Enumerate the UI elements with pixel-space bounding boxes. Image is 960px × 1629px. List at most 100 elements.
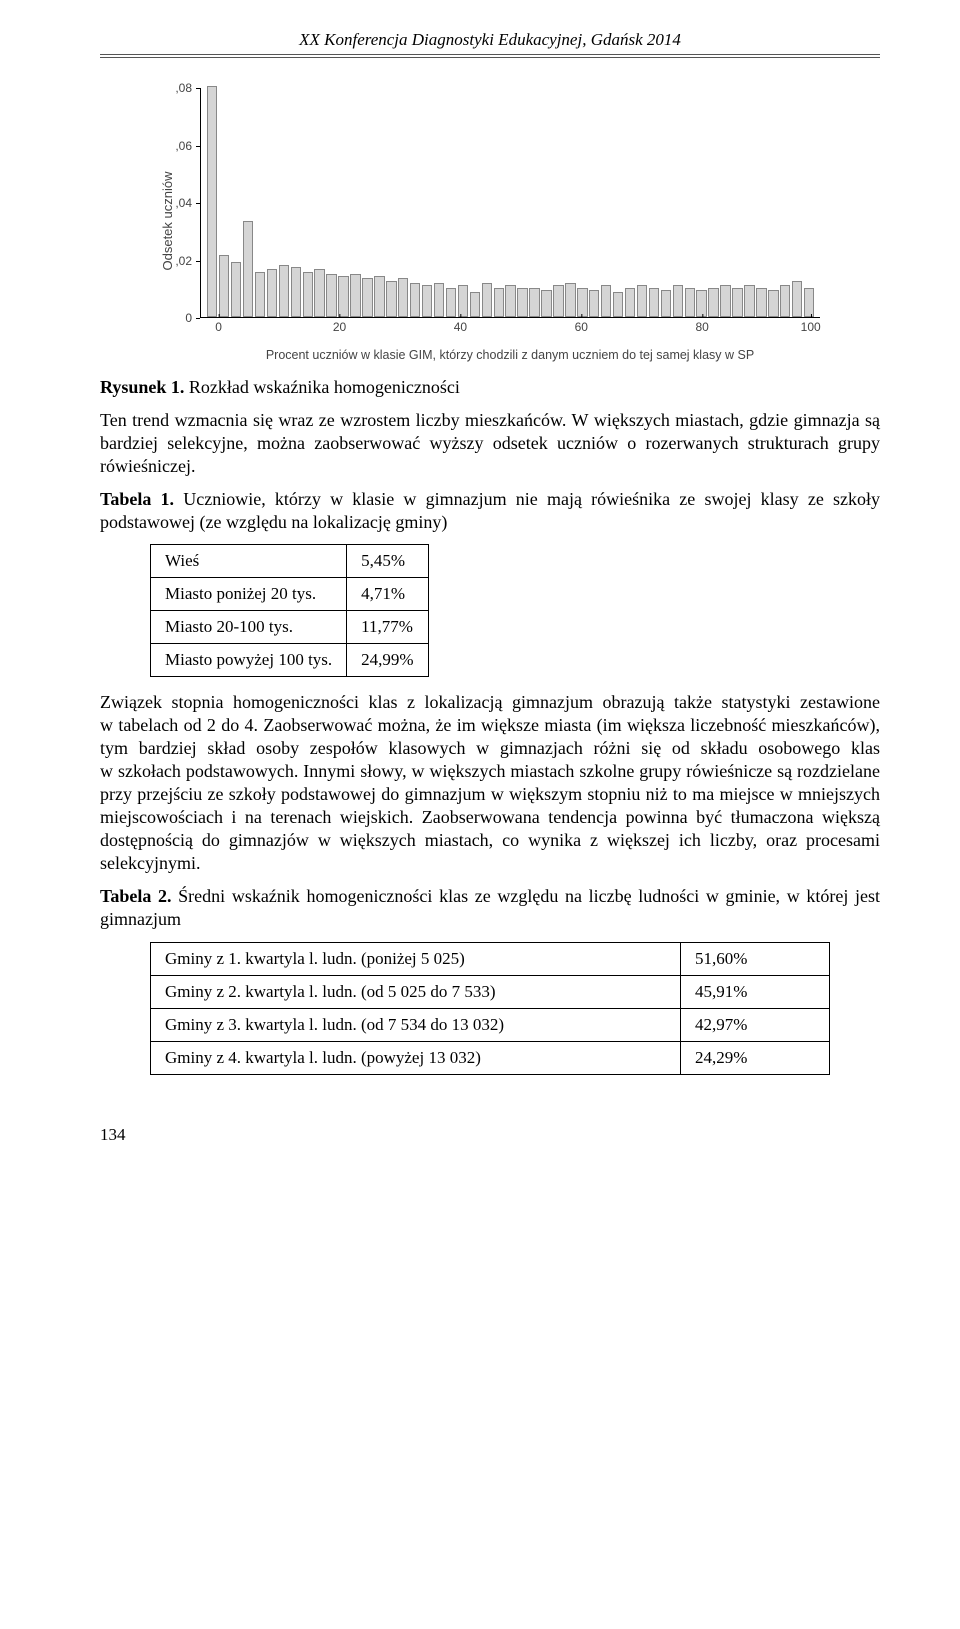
bar <box>589 290 599 317</box>
table1-caption-prefix: Tabela 1. <box>100 489 174 509</box>
x-tick: 60 <box>575 320 588 334</box>
bar <box>231 262 241 317</box>
cell-value: 11,77% <box>347 611 428 644</box>
x-axis-label: Procent uczniów w klasie GIM, którzy cho… <box>200 348 820 362</box>
bar <box>482 283 492 317</box>
bar <box>505 285 515 317</box>
x-tick: 0 <box>215 320 222 334</box>
figure-caption-prefix: Rysunek 1. <box>100 377 184 397</box>
table2-caption-prefix: Tabela 2. <box>100 886 172 906</box>
cell-label: Gminy z 4. kwartyla l. ludn. (powyżej 13… <box>151 1041 681 1074</box>
x-axis-ticks: 0 20 40 60 80 100 <box>200 320 820 338</box>
cell-label: Gminy z 1. kwartyla l. ludn. (poniżej 5 … <box>151 942 681 975</box>
bar <box>410 283 420 317</box>
bar <box>267 269 277 317</box>
cell-value: 5,45% <box>347 545 428 578</box>
bar <box>768 290 778 317</box>
x-tick: 100 <box>801 320 821 334</box>
cell-label: Gminy z 2. kwartyla l. ludn. (od 5 025 d… <box>151 975 681 1008</box>
bar <box>625 288 635 317</box>
y-tick: ,06 <box>175 139 192 153</box>
paragraph-1: Ten trend wzmacnia się wraz ze wzrostem … <box>100 409 880 478</box>
cell-value: 24,29% <box>681 1041 830 1074</box>
table2-caption-text: Średni wskaźnik homogeniczności klas ze … <box>100 886 880 929</box>
bar <box>434 283 444 317</box>
bar <box>398 278 408 317</box>
x-tick: 40 <box>454 320 467 334</box>
bar <box>792 281 802 317</box>
bar <box>577 288 587 317</box>
bar <box>494 288 504 317</box>
x-tick: 20 <box>333 320 346 334</box>
cell-label: Miasto 20-100 tys. <box>151 611 347 644</box>
y-tick: 0 <box>185 311 192 325</box>
bar <box>326 274 336 317</box>
chart-holder: Odsetek uczniów 0,02,04,06,08 0204060801… <box>140 76 840 366</box>
bar <box>637 285 647 317</box>
bar <box>732 288 742 317</box>
bar <box>517 288 527 317</box>
bars-container <box>201 88 820 317</box>
bar <box>279 265 289 317</box>
bar <box>696 290 706 317</box>
bar <box>314 269 324 317</box>
bar <box>673 285 683 317</box>
histogram-chart: Odsetek uczniów 0,02,04,06,08 0204060801… <box>100 76 880 366</box>
table-row: Gminy z 3. kwartyla l. ludn. (od 7 534 d… <box>151 1008 830 1041</box>
bar <box>255 272 265 318</box>
bar <box>685 288 695 317</box>
bar <box>303 272 313 318</box>
table-row: Miasto 20-100 tys.11,77% <box>151 611 429 644</box>
bar <box>708 288 718 317</box>
table2-caption: Tabela 2. Średni wskaźnik homogenicznośc… <box>100 885 880 931</box>
table-row: Gminy z 1. kwartyla l. ludn. (poniżej 5 … <box>151 942 830 975</box>
cell-label: Wieś <box>151 545 347 578</box>
bar <box>362 278 372 317</box>
bar <box>207 86 217 317</box>
bar <box>458 285 468 317</box>
bar <box>649 288 659 317</box>
figure-caption: Rysunek 1. Rozkład wskaźnika homogeniczn… <box>100 376 880 399</box>
y-axis-ticks: 0,02,04,06,08 <box>156 88 196 318</box>
bar <box>386 281 396 317</box>
table-row: Gminy z 2. kwartyla l. ludn. (od 5 025 d… <box>151 975 830 1008</box>
cell-value: 51,60% <box>681 942 830 975</box>
bar <box>720 285 730 317</box>
table-1: Wieś5,45%Miasto poniżej 20 tys.4,71%Mias… <box>150 544 429 677</box>
bar <box>374 276 384 317</box>
bar <box>350 274 360 317</box>
y-tick: ,02 <box>175 254 192 268</box>
bar <box>529 288 539 317</box>
bar <box>291 267 301 317</box>
cell-value: 42,97% <box>681 1008 830 1041</box>
bar <box>565 283 575 317</box>
bar <box>804 288 814 317</box>
bar <box>744 285 754 317</box>
table-row: Wieś5,45% <box>151 545 429 578</box>
x-tick: 80 <box>696 320 709 334</box>
table1-caption: Tabela 1. Uczniowie, którzy w klasie w g… <box>100 488 880 534</box>
bar <box>422 285 432 317</box>
cell-value: 4,71% <box>347 578 428 611</box>
plot-area <box>200 88 820 318</box>
table-2: Gminy z 1. kwartyla l. ludn. (poniżej 5 … <box>150 942 830 1075</box>
figure-caption-text: Rozkład wskaźnika homogeniczności <box>184 377 459 397</box>
page-number: 134 <box>100 1125 880 1145</box>
bar <box>541 290 551 317</box>
cell-value: 24,99% <box>347 644 428 677</box>
bar <box>338 276 348 317</box>
bar <box>601 285 611 317</box>
table-row: Gminy z 4. kwartyla l. ludn. (powyżej 13… <box>151 1041 830 1074</box>
table-row: Miasto poniżej 20 tys.4,71% <box>151 578 429 611</box>
cell-label: Gminy z 3. kwartyla l. ludn. (od 7 534 d… <box>151 1008 681 1041</box>
y-tick: ,04 <box>175 196 192 210</box>
bar <box>470 292 480 317</box>
bar <box>756 288 766 317</box>
y-tick: ,08 <box>175 81 192 95</box>
cell-label: Miasto powyżej 100 tys. <box>151 644 347 677</box>
bar <box>553 285 563 317</box>
bar <box>613 292 623 317</box>
bar <box>780 285 790 317</box>
page: XX Konferencja Diagnostyki Edukacyjnej, … <box>0 0 960 1185</box>
running-head: XX Konferencja Diagnostyki Edukacyjnej, … <box>100 30 880 58</box>
